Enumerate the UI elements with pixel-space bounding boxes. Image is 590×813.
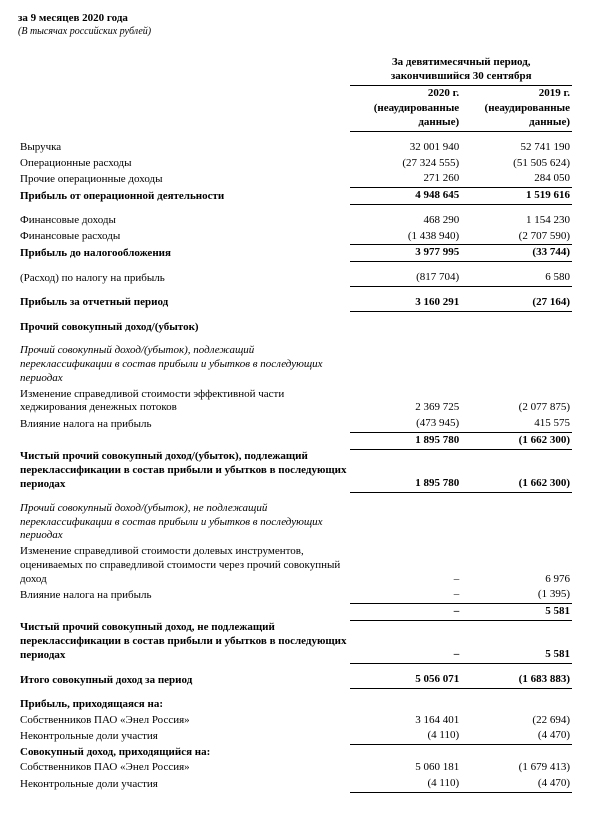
col-group-header: За девятимесячный период, закончившийся … xyxy=(350,55,572,85)
table-row: Влияние налога на прибыль(473 945)415 57… xyxy=(18,416,572,432)
col-note-2020: (неаудированные данные) xyxy=(350,101,461,131)
table-row: Чистый прочий совокупный доход/(убыток),… xyxy=(18,449,572,492)
table-row: Неконтрольные доли участия(4 110)(4 470) xyxy=(18,776,572,792)
section-subheader: Прочий совокупный доход/(убыток), подлеж… xyxy=(18,343,572,386)
col-2019: 2019 г. xyxy=(461,85,572,101)
col-note-2019: (неаудированные данные) xyxy=(461,101,572,131)
table-row: Изменение справедливой стоимости долевых… xyxy=(18,544,572,587)
table-row: Прочие операционные доходы271 260284 050 xyxy=(18,171,572,187)
page-subtitle: (В тысячах российских рублей) xyxy=(18,26,572,37)
table-row: Влияние налога на прибыль–(1 395) xyxy=(18,587,572,603)
table-row: 1 895 780(1 662 300) xyxy=(18,432,572,449)
table-row: Прибыль за отчетный период3 160 291(27 1… xyxy=(18,295,572,311)
table-row: Прибыль до налогообложения3 977 995(33 7… xyxy=(18,245,572,262)
table-row: –5 581 xyxy=(18,604,572,621)
table-header-group: За девятимесячный период, закончившийся … xyxy=(18,55,572,85)
section-header: Прочий совокупный доход/(убыток) xyxy=(18,320,572,336)
table-header-years: 2020 г. 2019 г. xyxy=(18,85,572,101)
table-row: Прибыль от операционной деятельности4 94… xyxy=(18,188,572,205)
table-row: Собственников ПАО «Энел Россия»5 060 181… xyxy=(18,760,572,776)
section-header: Совокупный доход, приходящийся на: xyxy=(18,745,572,761)
col-2020: 2020 г. xyxy=(350,85,461,101)
table-row: Неконтрольные доли участия(4 110)(4 470) xyxy=(18,728,572,744)
table-row: Финансовые расходы(1 438 940)(2 707 590) xyxy=(18,229,572,245)
financial-table: За девятимесячный период, закончившийся … xyxy=(18,55,572,793)
table-row: Изменение справедливой стоимости эффекти… xyxy=(18,387,572,417)
section-subheader: Прочий совокупный доход/(убыток), не под… xyxy=(18,501,572,544)
table-row: Выручка32 001 94052 741 190 xyxy=(18,140,572,156)
table-row: Итого совокупный доход за период5 056 07… xyxy=(18,672,572,688)
table-row: (Расход) по налогу на прибыль(817 704)6 … xyxy=(18,270,572,286)
table-row: Собственников ПАО «Энел Россия»3 164 401… xyxy=(18,713,572,729)
table-row: Финансовые доходы468 2901 154 230 xyxy=(18,213,572,229)
table-row: Чистый прочий совокупный доход, не подле… xyxy=(18,620,572,663)
page-title: за 9 месяцев 2020 года xyxy=(18,12,572,24)
table-row: Операционные расходы(27 324 555)(51 505 … xyxy=(18,156,572,172)
section-header: Прибыль, приходящаяся на: xyxy=(18,697,572,713)
table-header-note: (неаудированные данные) (неаудированные … xyxy=(18,101,572,131)
